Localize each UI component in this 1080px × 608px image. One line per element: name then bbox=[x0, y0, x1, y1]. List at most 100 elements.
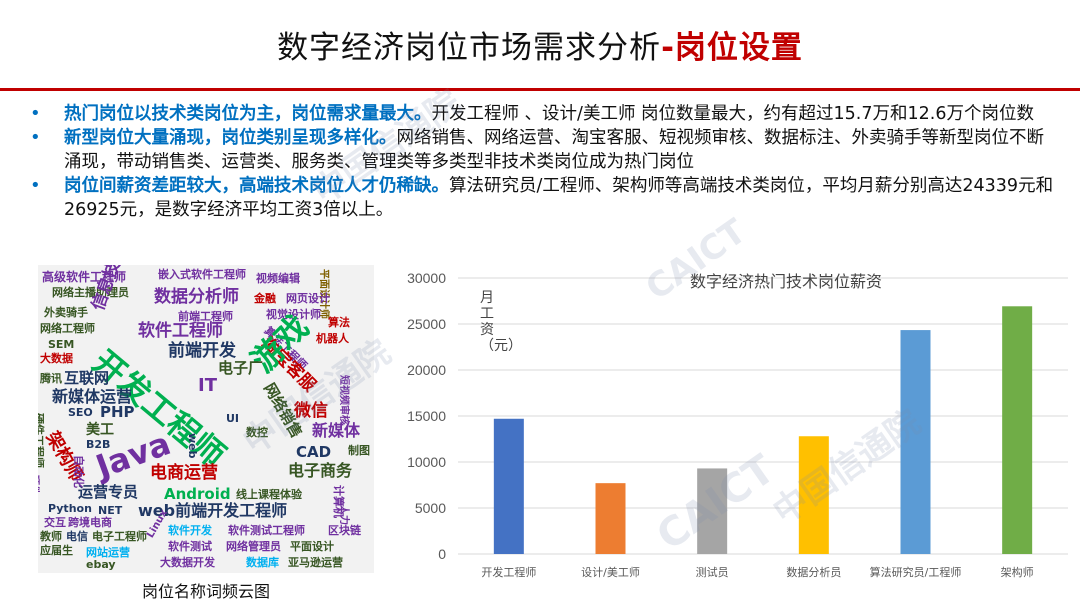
word-cloud-word: 前端工程师 bbox=[178, 310, 233, 323]
word-cloud-word: 网络主播助理员 bbox=[52, 286, 129, 299]
word-cloud-word: 大数据开发 bbox=[160, 556, 215, 569]
word-cloud-word: Android bbox=[164, 485, 231, 503]
bullet-dot: • bbox=[30, 103, 41, 124]
bullet-text: 网络销售、网络运营、淘宝客服、短视频审核、数据标注、外卖骑手等新型岗位不断涌现，… bbox=[64, 128, 1044, 172]
chart-y-tick-label: 25000 bbox=[407, 316, 446, 332]
word-cloud-word: 互联网 bbox=[64, 369, 110, 387]
word-cloud-word: 电商运营 bbox=[150, 463, 218, 483]
word-cloud-word: 跨境电商 bbox=[68, 516, 112, 529]
chart-y-axis-label: 月工资（元） bbox=[480, 290, 522, 354]
chart-y-tick-label: 15000 bbox=[407, 408, 446, 424]
chart-y-tick-label: 30000 bbox=[407, 270, 446, 286]
word-cloud-word: CAD bbox=[296, 443, 332, 461]
word-cloud-word: 电信 bbox=[66, 530, 88, 543]
word-cloud-word: 数控 bbox=[246, 426, 268, 439]
word-cloud-word: 区块链 bbox=[328, 524, 361, 537]
word-cloud-word: ebay bbox=[86, 558, 116, 571]
chart-bar bbox=[798, 436, 829, 554]
chart-y-tick-label: 0 bbox=[438, 546, 446, 562]
chart-x-tick-label: 设计/美工师 bbox=[581, 566, 640, 579]
chart-x-tick-label: 算法研究员/工程师 bbox=[870, 565, 962, 579]
word-cloud-caption: 岗位名称词频云图 bbox=[141, 582, 270, 601]
word-cloud-word: 视频编辑 bbox=[256, 272, 300, 285]
word-cloud-word: 电子商务 bbox=[288, 461, 353, 480]
word-cloud-word: 应届生 bbox=[40, 544, 73, 557]
word-cloud-word: 人力 bbox=[338, 505, 349, 525]
word-cloud-word: PHP bbox=[100, 403, 135, 421]
word-cloud-word: 网络管理员 bbox=[226, 540, 281, 553]
word-cloud-word: 短视频审核 bbox=[338, 375, 349, 425]
word-cloud-word: 网络工程师 bbox=[40, 322, 95, 335]
word-cloud-word: 金融 bbox=[254, 292, 276, 305]
word-cloud-word: 美工 bbox=[86, 422, 114, 438]
word-cloud-word: 硬件工程师 bbox=[38, 413, 45, 468]
bullet-lead: 热门岗位以技术类岗位为主，岗位需求量最大。 bbox=[64, 104, 432, 124]
bullet-item: • 岗位间薪资差距较大，高端技术岗位人才仍稀缺。算法研究员/工程师、架构师等高端… bbox=[30, 174, 1060, 222]
word-cloud-word: 高级软件工程师 bbox=[42, 270, 127, 284]
bullet-dot: • bbox=[30, 127, 41, 148]
word-cloud-word: 数据分析师 bbox=[154, 287, 239, 307]
chart-x-tick-label: 测试员 bbox=[696, 566, 729, 579]
word-cloud-word: 算法 bbox=[328, 316, 350, 329]
word-cloud-word: 软件开发 bbox=[168, 524, 212, 537]
word-cloud-word: 微信 bbox=[294, 401, 328, 421]
word-cloud-word: web bbox=[186, 433, 199, 459]
word-cloud-word: SEO bbox=[68, 406, 93, 419]
bullet-lead: 新型岗位大量涌现，岗位类别呈现多样化。 bbox=[64, 128, 397, 148]
page-title: 数字经济岗位市场需求分析-岗位设置 bbox=[0, 22, 1080, 67]
chart-x-tick-label: 架构师 bbox=[1001, 565, 1034, 579]
chart-bar bbox=[1002, 306, 1033, 554]
word-cloud-word: 网站运营 bbox=[86, 546, 130, 559]
chart-svg: 0 5000 10000 15000 20000 25000 30000 开发工程师 设计/美工… bbox=[407, 270, 1068, 579]
word-cloud-word: 制图 bbox=[348, 444, 370, 457]
chart-y-tick-label: 10000 bbox=[407, 454, 446, 470]
bullet-lead: 岗位间薪资差距较大，高端技术岗位人才仍稀缺。 bbox=[64, 176, 449, 196]
bullet-dot: • bbox=[30, 175, 41, 196]
word-cloud-word: B2B bbox=[86, 438, 111, 451]
word-cloud-word: web前端开发工程师 bbox=[138, 501, 288, 520]
chart-x-tick-label: 开发工程师 bbox=[481, 565, 536, 579]
word-cloud-word: 前端开发 bbox=[168, 341, 236, 361]
word-cloud-word: 网页设计 bbox=[286, 292, 330, 305]
title-main: 数字经济岗位市场需求分析 bbox=[277, 30, 662, 66]
word-cloud-word: 软件工程师 bbox=[138, 321, 223, 341]
word-cloud-word: 新媒体运营 bbox=[52, 387, 133, 406]
word-cloud-word: 交互 bbox=[44, 516, 66, 529]
chart-bar bbox=[697, 468, 728, 554]
word-cloud-word: 腾讯 bbox=[40, 372, 62, 385]
word-cloud-word: 运营专员 bbox=[78, 483, 139, 501]
word-cloud-word: 外卖骑手 bbox=[44, 306, 88, 319]
word-cloud-word: 线上课程体验 bbox=[236, 488, 302, 501]
bullet-list: • 热门岗位以技术类岗位为主，岗位需求量最大。开发工程师 、设计/美工师 岗位数… bbox=[30, 102, 1060, 222]
word-cloud-word: 软件测试 bbox=[168, 540, 212, 553]
word-cloud-word: 数据库 bbox=[246, 556, 279, 569]
word-cloud-word: UI bbox=[226, 412, 240, 425]
chart-title: 数字经济热门技术岗位薪资 bbox=[690, 272, 883, 291]
bullet-item: • 新型岗位大量涌现，岗位类别呈现多样化。网络销售、网络运营、淘宝客服、短视频审… bbox=[30, 126, 1060, 174]
chart-x-tick-label: 数据分析员 bbox=[786, 565, 841, 579]
word-cloud-image: 高级软件工程师 嵌入式软件工程师 视频编辑 平面设计师 网络主播助理员 数据分析师 金融 网页… bbox=[38, 265, 374, 573]
chart-bar bbox=[595, 483, 626, 554]
word-cloud-word: 教师 bbox=[40, 530, 62, 543]
word-cloud-word: 新媒体 bbox=[312, 421, 361, 440]
word-cloud-word: 软件测试工程师 bbox=[228, 524, 305, 537]
chart-y-tick-label: 5000 bbox=[415, 500, 446, 516]
bullet-text: 开发工程师 、设计/美工师 岗位数量最大，约有超过15.7万和12.6万个岗位数 bbox=[431, 104, 1034, 124]
word-cloud-word: 平面设计 bbox=[290, 540, 334, 553]
word-cloud-word: NET bbox=[98, 504, 123, 517]
word-cloud-word: IT bbox=[198, 375, 217, 396]
word-cloud-word: 自动化 bbox=[72, 455, 85, 488]
word-cloud-word: 视觉设计师 bbox=[266, 308, 321, 321]
chart-bar bbox=[493, 418, 524, 554]
bullet-text: 算法研究员/工程师、架构师等高端技术类岗位，平均月薪分别高达24339元和269… bbox=[64, 176, 1054, 220]
word-cloud-word: 亚马逊运营 bbox=[288, 556, 343, 569]
word-cloud-word: 电子厂 bbox=[218, 359, 264, 377]
bullet-item: • 热门岗位以技术类岗位为主，岗位需求量最大。开发工程师 、设计/美工师 岗位数… bbox=[30, 102, 1060, 126]
word-cloud-word: SEM bbox=[48, 338, 75, 351]
slide-header: 数字经济岗位市场需求分析-岗位设置 bbox=[0, 0, 1080, 91]
word-cloud-word: 大数据 bbox=[40, 352, 73, 365]
word-cloud-word: Python bbox=[48, 502, 92, 515]
word-cloud-word: 机器人 bbox=[316, 332, 349, 345]
title-accent: -岗位设置 bbox=[661, 30, 803, 66]
chart-bar bbox=[900, 330, 931, 554]
